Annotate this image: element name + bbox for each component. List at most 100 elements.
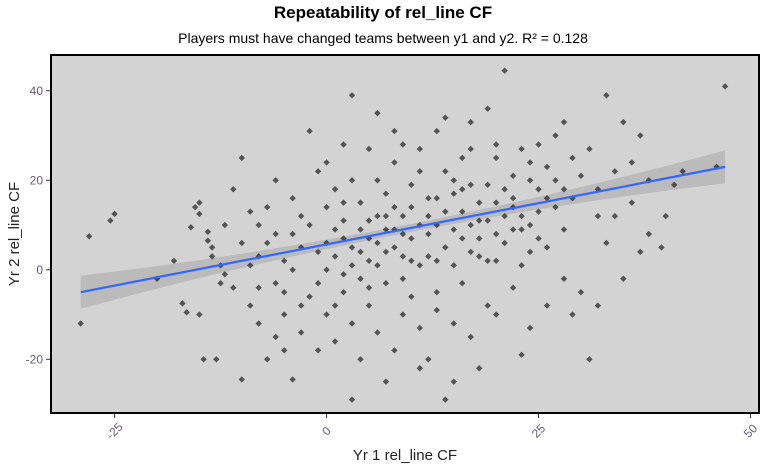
data-point xyxy=(467,248,474,256)
data-point xyxy=(204,237,212,244)
data-point xyxy=(208,253,216,260)
data-point xyxy=(306,221,313,229)
data-point xyxy=(467,181,474,188)
data-point xyxy=(450,177,457,184)
y-axis-label: Yr 2 rel_line CF xyxy=(6,182,23,286)
data-point xyxy=(306,127,313,135)
data-point xyxy=(416,168,424,175)
data-point xyxy=(569,154,576,162)
data-point xyxy=(408,203,415,211)
data-point xyxy=(221,271,229,278)
data-point xyxy=(475,217,483,224)
data-point xyxy=(628,199,636,206)
data-point xyxy=(442,396,449,403)
x-axis-label: Yr 1 rel_line CF xyxy=(353,447,457,464)
data-point xyxy=(408,181,415,188)
data-point xyxy=(459,208,466,215)
data-point xyxy=(331,302,339,309)
data-point xyxy=(340,288,347,296)
data-point xyxy=(408,235,415,242)
data-point xyxy=(535,208,542,215)
data-point xyxy=(183,309,190,316)
data-point xyxy=(77,320,84,327)
data-point xyxy=(467,333,474,341)
data-point xyxy=(492,199,500,206)
data-point xyxy=(475,199,483,206)
data-point xyxy=(425,212,432,220)
data-point xyxy=(107,217,114,224)
data-point xyxy=(552,177,559,184)
data-point xyxy=(442,114,449,121)
data-point xyxy=(459,235,466,242)
data-point xyxy=(450,378,457,385)
data-point xyxy=(459,186,466,193)
data-point xyxy=(713,163,720,171)
y-tick-label: 40 xyxy=(30,84,44,98)
data-point xyxy=(526,248,534,256)
data-point xyxy=(179,300,186,307)
data-point xyxy=(425,253,432,260)
data-point xyxy=(721,83,729,90)
data-point xyxy=(679,168,686,175)
data-point xyxy=(450,190,457,197)
data-point xyxy=(671,181,678,188)
data-point xyxy=(331,253,339,260)
data-point xyxy=(552,132,559,139)
data-point xyxy=(272,230,279,238)
data-point xyxy=(662,212,669,220)
data-point xyxy=(560,275,568,282)
data-point xyxy=(442,168,449,175)
data-point xyxy=(382,190,390,197)
data-point xyxy=(594,302,602,309)
data-point xyxy=(475,365,483,372)
data-point xyxy=(340,271,347,278)
data-point xyxy=(603,92,610,99)
data-point xyxy=(408,257,415,265)
data-point xyxy=(484,257,491,265)
data-point xyxy=(264,239,271,247)
data-point xyxy=(399,141,407,148)
data-point xyxy=(323,311,330,318)
data-point xyxy=(217,280,224,287)
data-point xyxy=(331,186,339,193)
data-point xyxy=(399,275,407,282)
data-point xyxy=(526,324,534,332)
data-point xyxy=(348,244,356,251)
data-point xyxy=(459,154,466,162)
data-point xyxy=(391,347,398,354)
data-point xyxy=(484,181,491,188)
data-point xyxy=(475,253,483,260)
data-point xyxy=(501,239,508,247)
data-point xyxy=(459,280,466,287)
data-point xyxy=(323,159,330,166)
data-point xyxy=(509,195,517,202)
data-point xyxy=(628,159,636,166)
data-point xyxy=(365,284,373,291)
data-point xyxy=(85,233,93,240)
data-point xyxy=(526,221,534,229)
y-tick-label: 0 xyxy=(36,263,43,277)
data-point xyxy=(586,356,593,363)
data-point xyxy=(357,356,364,363)
data-point xyxy=(594,212,602,220)
data-point xyxy=(213,356,220,363)
data-point xyxy=(518,262,525,269)
data-point xyxy=(289,376,296,383)
data-point xyxy=(416,145,424,153)
data-point xyxy=(645,230,652,238)
data-point xyxy=(492,257,500,265)
data-point xyxy=(297,302,305,309)
data-point xyxy=(365,145,373,153)
data-point xyxy=(399,230,407,238)
data-point xyxy=(433,195,440,202)
data-point xyxy=(340,199,347,206)
data-point xyxy=(196,311,203,318)
data-point xyxy=(391,159,398,166)
y-tick-label: 20 xyxy=(30,173,44,187)
data-point xyxy=(492,311,500,318)
data-point xyxy=(433,127,440,135)
data-point xyxy=(518,145,525,153)
data-point xyxy=(611,212,619,220)
data-point xyxy=(340,217,347,224)
data-point xyxy=(374,329,381,336)
